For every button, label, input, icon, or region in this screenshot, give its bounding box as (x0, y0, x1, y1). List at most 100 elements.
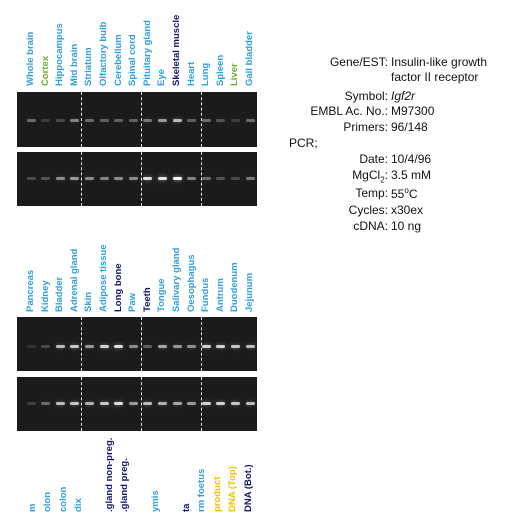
gel-band (128, 177, 138, 180)
temp-key: Temp: (355, 186, 388, 200)
gel-band (114, 402, 124, 405)
lane-label: ymis (150, 490, 162, 512)
lane-label: Pancreas (25, 269, 36, 312)
gel-band (84, 345, 94, 348)
gel-band (230, 345, 240, 348)
lane-label: Salivary gland (171, 247, 182, 312)
lane-label: Bladder (54, 276, 66, 312)
gel-band (128, 402, 138, 405)
gel-band (245, 402, 255, 405)
gel-band (99, 345, 109, 348)
gel-band (157, 345, 167, 348)
gel-band (187, 119, 197, 122)
gel-divider (141, 92, 142, 147)
gel-divider (81, 377, 82, 431)
gel-band (70, 402, 80, 405)
gel-band (84, 119, 94, 122)
lane-label: Kidney (39, 280, 51, 312)
lane-label: Jejunum (244, 272, 255, 312)
gel-band (55, 177, 65, 180)
gel-divider (81, 92, 82, 147)
gel-band (216, 345, 226, 348)
gel-band (230, 177, 240, 180)
primers-value: 96/148 (391, 120, 428, 134)
gel-divider (141, 152, 142, 206)
top-gel-2 (17, 152, 257, 206)
lane-label: Duodenum (229, 262, 241, 312)
temp-value: 55oC (391, 186, 418, 201)
gel-band (41, 345, 51, 348)
lane-label: Adipose tissue (98, 244, 109, 312)
lane-label: Tongue (156, 278, 168, 312)
gel-band (26, 402, 36, 405)
gel-band (70, 119, 80, 122)
lane-label: Fundus (200, 277, 212, 312)
gel-band (41, 119, 51, 122)
lane-label: Antrum (214, 278, 226, 312)
gel-band (157, 177, 167, 180)
gel-band (187, 402, 197, 405)
lane-label: dix (73, 498, 85, 512)
embl-value: M97300 (391, 104, 435, 118)
lane-label: Adrenal gland (68, 248, 80, 312)
gel-divider (81, 152, 82, 206)
gel-band (41, 177, 51, 180)
gel-divider (81, 317, 82, 371)
gel-band (172, 345, 182, 348)
gel-band (99, 402, 109, 405)
lane-label: Long bone (112, 263, 124, 312)
symbol-key: Symbol: (344, 89, 388, 103)
gel-band (216, 119, 226, 122)
gel-band (128, 119, 138, 122)
gel-band (26, 177, 36, 180)
mgcl-key: MgCl2: (352, 168, 388, 185)
gel-band (187, 177, 197, 180)
gel-band (201, 119, 211, 122)
lane-label: DNA (Bot.) (242, 464, 254, 512)
lane-label: ta (181, 503, 192, 512)
symbol-value: Igf2r (391, 89, 416, 103)
lane-label: Oesophagus (185, 254, 197, 312)
cdna-value: 10 ng (391, 219, 422, 233)
lane-label: rm foetus (196, 468, 208, 512)
gel-band (55, 402, 65, 405)
gel-divider (201, 377, 202, 431)
gel-band (201, 177, 211, 180)
lane-label: .gland non-preg. (104, 437, 115, 512)
gel-band (143, 119, 153, 122)
top-gel-1 (17, 92, 257, 147)
gel-divider (141, 377, 142, 431)
lane-label: m (27, 503, 38, 512)
gene-key: Gene/EST: (329, 55, 388, 69)
gel-band (55, 119, 65, 122)
gel-band (216, 402, 226, 405)
gel-band (70, 345, 80, 348)
gel-band (216, 177, 226, 180)
lane-label: olon (42, 491, 54, 512)
lane-label: Paw (127, 292, 139, 312)
gel-divider (201, 92, 202, 147)
gel-band (245, 119, 255, 122)
gel-band (172, 402, 182, 405)
gel-band (201, 402, 211, 405)
date-key: Date: (359, 152, 388, 166)
gel-band (172, 119, 182, 122)
gel-band (99, 177, 109, 180)
gel-band (114, 345, 124, 348)
gel-band (26, 119, 36, 122)
gel-divider (201, 317, 202, 371)
cycles-key: Cycles: (348, 203, 388, 217)
date-value: 10/4/96 (391, 152, 432, 166)
gel-band (55, 345, 65, 348)
gel-band (157, 119, 167, 122)
gel-band (114, 177, 124, 180)
lane-label: Teeth (141, 287, 153, 312)
cdna-key: cDNA: (353, 219, 388, 233)
gel-divider (141, 317, 142, 371)
lane-label: product (211, 476, 223, 512)
gel-band (157, 402, 167, 405)
gel-band (114, 119, 124, 122)
gel-band (245, 177, 255, 180)
gel-band (41, 402, 51, 405)
embl-key: EMBL Ac. No.: (310, 104, 388, 118)
